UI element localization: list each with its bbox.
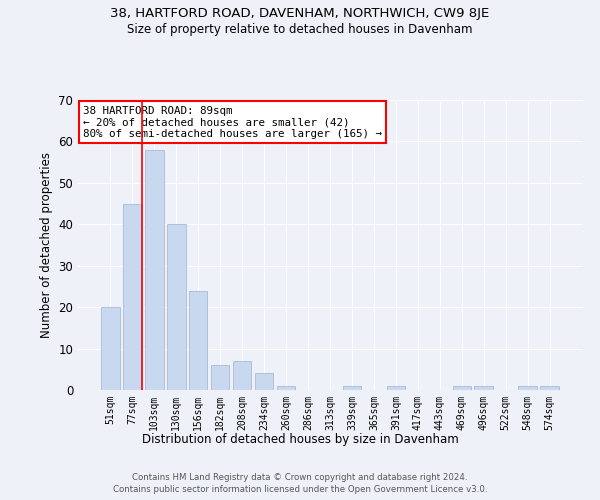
Text: 38 HARTFORD ROAD: 89sqm
← 20% of detached houses are smaller (42)
80% of semi-de: 38 HARTFORD ROAD: 89sqm ← 20% of detache… <box>83 106 382 139</box>
Bar <box>101 307 119 390</box>
Bar <box>167 224 185 390</box>
Y-axis label: Number of detached properties: Number of detached properties <box>40 152 53 338</box>
Bar <box>475 386 493 390</box>
Bar <box>277 386 295 390</box>
Text: Size of property relative to detached houses in Davenham: Size of property relative to detached ho… <box>127 22 473 36</box>
Text: Distribution of detached houses by size in Davenham: Distribution of detached houses by size … <box>142 432 458 446</box>
Bar <box>452 386 471 390</box>
Text: 38, HARTFORD ROAD, DAVENHAM, NORTHWICH, CW9 8JE: 38, HARTFORD ROAD, DAVENHAM, NORTHWICH, … <box>110 8 490 20</box>
Bar <box>145 150 164 390</box>
Bar <box>541 386 559 390</box>
Bar <box>189 290 208 390</box>
Bar <box>386 386 405 390</box>
Bar <box>123 204 142 390</box>
Bar <box>343 386 361 390</box>
Text: Contains HM Land Registry data © Crown copyright and database right 2024.: Contains HM Land Registry data © Crown c… <box>132 472 468 482</box>
Bar <box>518 386 537 390</box>
Bar <box>233 361 251 390</box>
Text: Contains public sector information licensed under the Open Government Licence v3: Contains public sector information licen… <box>113 485 487 494</box>
Bar <box>255 374 274 390</box>
Bar <box>211 365 229 390</box>
